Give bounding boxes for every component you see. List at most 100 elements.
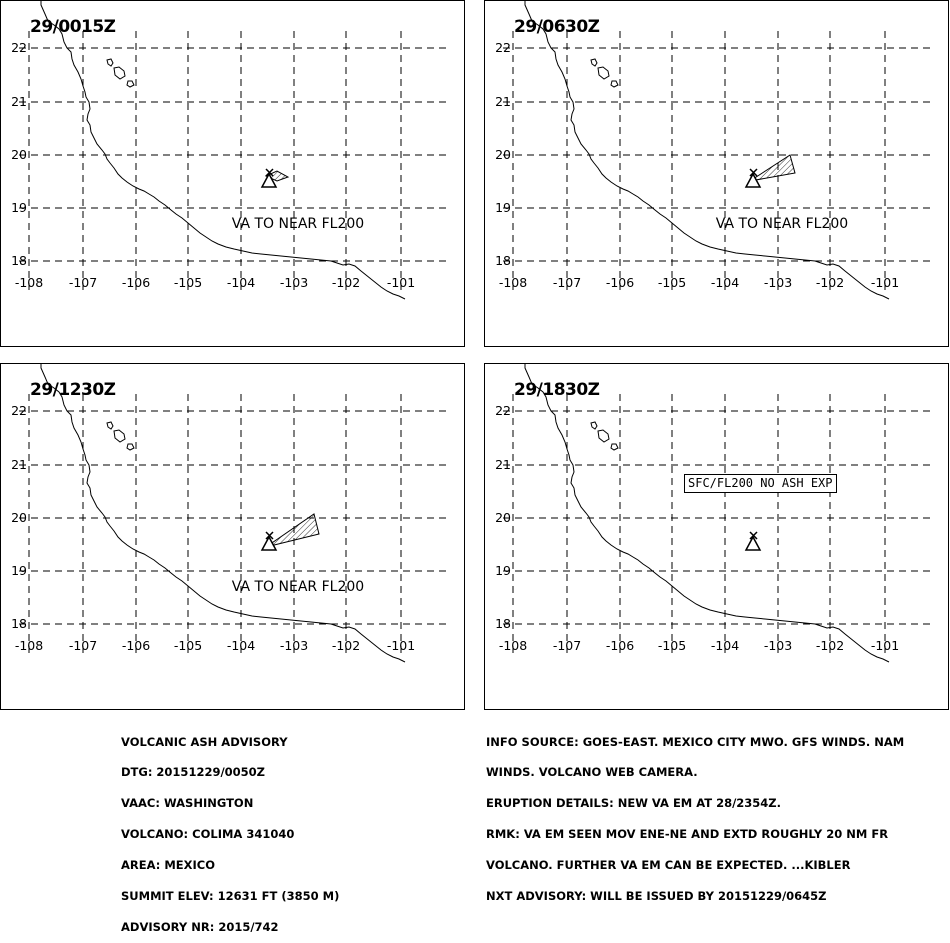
advisory-line: RMK: VA EM SEEN MOV ENE-NE AND EXTD ROUG…	[486, 827, 889, 842]
longitude-tick-label: -102	[332, 275, 360, 290]
map-1230z: -108 -107 -106 -105 -104 -103 -102 -101 22 21 20 19…	[11, 364, 451, 663]
coastline	[40, 364, 406, 663]
panel-time-label: 29/1830Z	[514, 380, 600, 400]
advisory-line: SUMMIT ELEV: 12631 FT (3850 M)	[121, 889, 340, 904]
island-outline	[106, 421, 114, 430]
island-outline	[113, 66, 126, 80]
longitude-tick-label: -106	[122, 275, 150, 290]
map-1830z: -108 -107 -106 -105 -104 -103 -102 -101 22 21 20 19…	[495, 364, 935, 663]
latitude-tick-label: 22	[495, 40, 511, 55]
longitude-tick-label: -108	[15, 275, 43, 290]
advisory-line: INFO SOURCE: GOES-EAST. MEXICO CITY MWO.…	[486, 734, 905, 749]
longitude-tick-label: -103	[280, 638, 308, 653]
latitude-tick-label: 18	[495, 253, 511, 268]
longitude-tick-label: -104	[711, 638, 739, 653]
va-height-label: VA TO NEAR FL200	[716, 216, 848, 232]
advisory-header-text: VOLCANIC ASH ADVISORY DTG: 20151229/0050…	[121, 716, 339, 943]
longitude-tick-label: -103	[764, 275, 792, 290]
longitude-tick-label: -107	[69, 638, 97, 653]
longitude-tick-label: -101	[871, 275, 899, 290]
island-outline	[590, 58, 598, 67]
advisory-line: WINDS. VOLCANO WEB CAMERA.	[486, 765, 698, 780]
longitude-tick-label: -105	[658, 638, 686, 653]
latitude-tick-label: 20	[11, 510, 27, 525]
longitude-tick-label: -107	[69, 275, 97, 290]
latitude-tick-label: 18	[11, 253, 27, 268]
advisory-line: DTG: 20151229/0050Z	[121, 765, 265, 780]
latitude-tick-label: 22	[11, 40, 27, 55]
island-outline	[126, 80, 135, 88]
panel-time-label: 29/0630Z	[514, 17, 600, 37]
advisory-line: NXT ADVISORY: WILL BE ISSUED BY 20151229…	[486, 889, 827, 904]
longitude-tick-label: -108	[499, 638, 527, 653]
latitude-tick-label: 21	[495, 94, 511, 109]
longitude-tick-label: -101	[387, 638, 415, 653]
advisory-line: VOLCANO. FURTHER VA EM CAN BE EXPECTED. …	[486, 858, 851, 873]
longitude-tick-label: -104	[227, 275, 255, 290]
longitude-tick-label: -106	[606, 638, 634, 653]
longitude-tick-label: -103	[280, 275, 308, 290]
forecast-panel-0015z: -108 -107 -106 -105 -104 -103 -102 -101 22 21 20 19…	[0, 0, 465, 347]
latitude-tick-label: 20	[495, 510, 511, 525]
latitude-tick-label: 19	[495, 200, 511, 215]
longitude-tick-label: -107	[553, 275, 581, 290]
ash-cloud-polygon	[265, 513, 320, 548]
no-ash-expected-box: SFC/FL200 NO ASH EXP	[684, 474, 837, 493]
latitude-tick-label: 18	[495, 616, 511, 631]
volcano-triangle-icon	[260, 535, 278, 551]
longitude-tick-label: -108	[499, 275, 527, 290]
longitude-tick-label: -101	[871, 638, 899, 653]
longitude-tick-label: -105	[658, 275, 686, 290]
latitude-tick-label: 21	[11, 94, 27, 109]
coastline	[524, 1, 890, 300]
ash-cloud-polygon	[749, 154, 796, 182]
forecast-panel-1230z: -108 -107 -106 -105 -104 -103 -102 -101 22 21 20 19…	[0, 363, 465, 710]
longitude-tick-label: -106	[122, 638, 150, 653]
volcano-triangle-icon	[260, 172, 278, 188]
advisory-line: VOLCANIC ASH ADVISORY	[121, 734, 288, 749]
advisory-line: AREA: MEXICO	[121, 858, 215, 873]
advisory-line: VOLCANO: COLIMA 341040	[121, 827, 295, 842]
longitude-tick-label: -103	[764, 638, 792, 653]
latitude-tick-label: 22	[11, 403, 27, 418]
island-outline	[610, 80, 619, 88]
coastline	[40, 1, 406, 300]
coastline	[524, 364, 890, 663]
island-outline	[106, 58, 114, 67]
longitude-tick-label: -105	[174, 638, 202, 653]
island-outline	[597, 66, 610, 80]
advisory-line: ADVISORY NR: 2015/742	[121, 919, 279, 934]
longitude-tick-label: -102	[816, 275, 844, 290]
volcano-triangle-icon	[744, 535, 762, 551]
latitude-tick-label: 19	[495, 563, 511, 578]
latitude-tick-label: 21	[495, 457, 511, 472]
va-height-label: VA TO NEAR FL200	[232, 579, 364, 595]
advisory-line: VAAC: WASHINGTON	[121, 796, 254, 811]
longitude-tick-label: -102	[816, 638, 844, 653]
latitude-tick-label: 19	[11, 200, 27, 215]
island-outline	[610, 443, 619, 451]
panel-time-label: 29/0015Z	[30, 17, 116, 37]
latitude-tick-label: 21	[11, 457, 27, 472]
longitude-tick-label: -101	[387, 275, 415, 290]
panel-time-label: 29/1230Z	[30, 380, 116, 400]
volcano-triangle-icon	[744, 172, 762, 188]
volcano-marker-icon	[749, 531, 758, 540]
va-height-label: VA TO NEAR FL200	[232, 216, 364, 232]
map-0015z: -108 -107 -106 -105 -104 -103 -102 -101 22 21 20 19…	[11, 1, 451, 300]
volcano-marker-icon	[265, 168, 274, 177]
latitude-tick-label: 19	[11, 563, 27, 578]
longitude-tick-label: -104	[711, 275, 739, 290]
volcano-marker-icon	[749, 168, 758, 177]
latitude-tick-label: 18	[11, 616, 27, 631]
map-0630z: -108 -107 -106 -105 -104 -103 -102 -101 22 21 20 19…	[495, 1, 935, 300]
forecast-panel-1830z: -108 -107 -106 -105 -104 -103 -102 -101 22 21 20 19…	[484, 363, 949, 710]
longitude-tick-label: -102	[332, 638, 360, 653]
forecast-panel-0630z: -108 -107 -106 -105 -104 -103 -102 -101 22 21 20 19…	[484, 0, 949, 347]
latitude-tick-label: 20	[11, 147, 27, 162]
island-outline	[126, 443, 135, 451]
advisory-remarks-text: INFO SOURCE: GOES-EAST. MEXICO CITY MWO.…	[486, 716, 904, 912]
island-outline	[590, 421, 598, 430]
volcano-marker-icon	[265, 531, 274, 540]
longitude-tick-label: -106	[606, 275, 634, 290]
